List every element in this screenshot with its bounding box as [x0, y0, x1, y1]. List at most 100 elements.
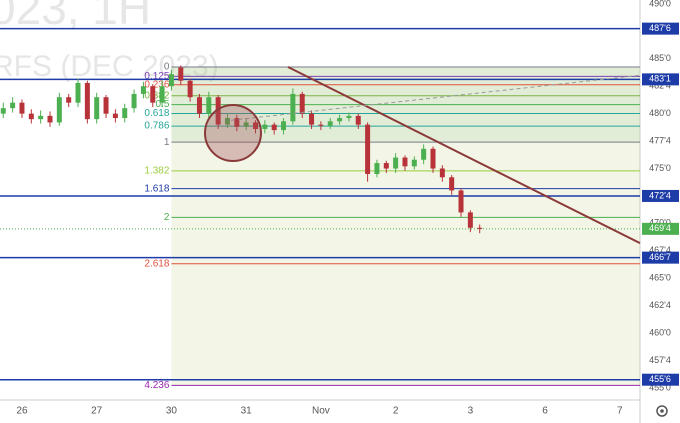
trendline [287, 66, 641, 245]
candle-body [262, 124, 268, 130]
candle-body [421, 148, 427, 160]
price-label: 469'4 [649, 223, 671, 233]
candle-body [159, 86, 165, 103]
candle-body [243, 122, 249, 127]
fib-label: 0.125 [144, 71, 169, 82]
candle-body [187, 80, 193, 98]
price-label-box [642, 251, 679, 264]
candle-body [309, 113, 315, 125]
x-tick-label: 7 [617, 406, 623, 417]
fib-label: 0 [164, 62, 170, 73]
candle-body [224, 118, 230, 125]
candle-body [168, 74, 174, 87]
candle-body [458, 190, 464, 213]
candle-body [374, 163, 380, 174]
candle-body [299, 93, 305, 114]
fib-shade [171, 67, 641, 386]
candle-body [290, 93, 296, 122]
fib-label: 0.236 [144, 79, 169, 90]
x-tick-label: 2 [393, 406, 399, 417]
price-label-box [642, 73, 679, 86]
price-label: 455'6 [649, 374, 671, 384]
y-tick-label: 475'0 [649, 163, 671, 173]
y-tick-label: 477'4 [649, 135, 671, 145]
candle-body [355, 115, 361, 125]
candle-body [383, 163, 389, 169]
candle-body [112, 113, 118, 119]
gear[interactable] [656, 405, 668, 417]
x-tick-label: 30 [166, 406, 178, 417]
candle-body [47, 115, 53, 123]
candle-body [28, 113, 34, 120]
candle-body [94, 97, 100, 120]
price-label-box [642, 22, 679, 35]
fib-label: 0.786 [144, 121, 169, 132]
candle-body [56, 97, 62, 123]
candle-body [66, 97, 72, 103]
candle-body [346, 115, 352, 119]
candle-body [19, 102, 25, 114]
candle-body [140, 86, 146, 94]
candle-body [439, 168, 445, 178]
y-tick-label: 485'0 [649, 53, 671, 63]
candle-body [467, 212, 473, 228]
candle-body [337, 118, 343, 122]
candle-body [122, 108, 128, 119]
trendline [231, 74, 641, 121]
candle-body [234, 118, 240, 127]
candle-body [84, 82, 90, 120]
candle-body [281, 121, 287, 131]
y-tick-label: 480'0 [649, 108, 671, 118]
candle-body [178, 67, 184, 81]
fib-label: 1.618 [144, 183, 169, 194]
fib-label: 0.618 [144, 108, 169, 119]
candle-body [75, 82, 81, 103]
candle-body [196, 97, 202, 114]
candle-body [206, 97, 212, 114]
fib-label: 0.382 [144, 90, 169, 101]
circle-annotation [204, 104, 262, 162]
y-tick-label: 455'0 [649, 382, 671, 392]
x-tick-label: 6 [542, 406, 548, 417]
candle-body [0, 108, 6, 114]
settings-icon[interactable] [656, 405, 668, 417]
y-tick-label: 470'0 [649, 218, 671, 228]
fib-label: 1 [164, 137, 170, 148]
fib-label: 2.618 [144, 258, 169, 269]
candle-body [38, 115, 44, 120]
x-tick-label: 31 [241, 406, 253, 417]
price-label: 466'7 [649, 252, 671, 262]
x-tick-label: 27 [91, 406, 103, 417]
price-label-box [642, 222, 679, 235]
fib-label: 0.5 [156, 99, 170, 110]
candle-body [271, 124, 277, 131]
candle-body [253, 122, 259, 130]
y-tick-label: 482'4 [649, 81, 671, 91]
x-tick-label: 3 [468, 406, 474, 417]
y-tick-label: 490'0 [649, 0, 671, 8]
candle-body [327, 121, 333, 126]
candle-body [365, 124, 371, 174]
candle-body [10, 102, 16, 109]
candle-body [430, 148, 436, 169]
candle-body [393, 157, 399, 169]
price-label: 472'4 [649, 190, 671, 200]
x-tick-label: Nov [312, 406, 330, 417]
price-label-box [642, 189, 679, 202]
candle-body [215, 97, 221, 125]
y-tick-label: 465'0 [649, 273, 671, 283]
candle-body [449, 177, 455, 191]
candle-body [402, 157, 408, 167]
price-label: 483'1 [649, 74, 671, 84]
candle-body [318, 124, 324, 126]
candle-body [477, 227, 483, 229]
price-label-box [642, 373, 679, 386]
x-tick-label: 26 [16, 406, 28, 417]
candle-body [150, 86, 156, 103]
y-tick-label: 467'4 [649, 245, 671, 255]
y-tick-label: 457'4 [649, 355, 671, 365]
fib-label: 1.382 [144, 166, 169, 177]
